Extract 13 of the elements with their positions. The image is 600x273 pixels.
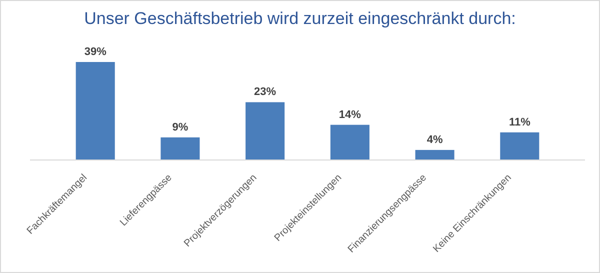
bar xyxy=(160,137,200,160)
bar xyxy=(330,124,370,160)
chart-title: Unser Geschäftsbetrieb wird zurzeit eingeschränkt durch: xyxy=(84,9,516,28)
data-label: 14% xyxy=(338,108,362,121)
data-label: 39% xyxy=(84,46,107,58)
data-label: 4% xyxy=(426,134,443,146)
bar xyxy=(415,150,454,160)
data-label: 23% xyxy=(254,86,276,98)
bar xyxy=(76,62,115,160)
bar xyxy=(500,132,540,160)
data-label: 9% xyxy=(172,121,188,134)
data-label: 11% xyxy=(508,116,531,128)
bar xyxy=(246,102,285,160)
